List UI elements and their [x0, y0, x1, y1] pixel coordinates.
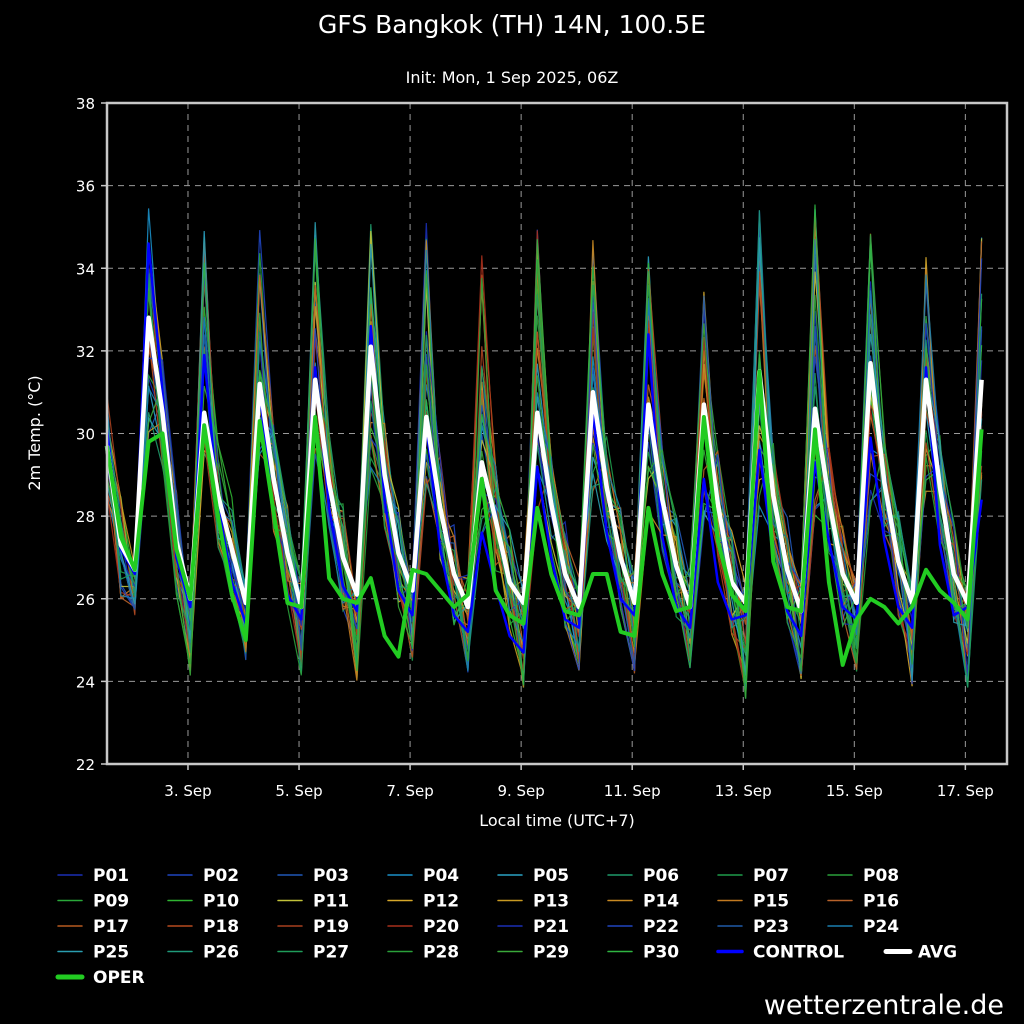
legend-label: P14 [643, 892, 679, 912]
legend-label: P06 [643, 866, 679, 886]
x-tick-label: 7. Sep [386, 782, 433, 800]
brand-watermark: wetterzentrale.de [764, 990, 1004, 1021]
legend: P01 P02 P03 P04 P05 P06 P07 P08 P09 P10 P11 P12 P13 P… [55, 866, 957, 988]
legend-label: CONTROL [753, 943, 844, 963]
main-series [104, 242, 984, 667]
legend-label: P27 [313, 943, 349, 963]
legend-label: P07 [753, 866, 789, 886]
y-tick-label: 26 [76, 591, 95, 609]
legend-label: P26 [203, 943, 239, 963]
legend-label: P19 [313, 917, 349, 937]
legend-label: P23 [753, 917, 789, 937]
y-axis-label: 2m Temp. (°C) [25, 375, 44, 490]
legend-label: AVG [918, 943, 957, 963]
legend-label: P22 [643, 917, 679, 937]
legend-label: P03 [313, 866, 349, 886]
legend-label: P08 [863, 866, 899, 886]
legend-label: P18 [203, 917, 239, 937]
y-tick-label: 36 [76, 178, 95, 196]
legend-label: P24 [863, 917, 899, 937]
plot-frame [105, 101, 1009, 766]
x-tick-label: 15. Sep [826, 782, 883, 800]
legend-label: P21 [533, 917, 569, 937]
legend-label: P30 [643, 943, 679, 963]
legend-label: P17 [93, 917, 129, 937]
legend-label: P11 [313, 892, 349, 912]
legend-label: P02 [203, 866, 239, 886]
x-tick-label: 5. Sep [275, 782, 322, 800]
x-tick-label: 13. Sep [715, 782, 772, 800]
y-tick-label: 28 [76, 508, 95, 526]
series-line-avg [104, 315, 984, 614]
legend-label: P13 [533, 892, 569, 912]
x-axis-ticks: 3. Sep 5. Sep 7. Sep 9. Sep 11. Sep 13. Sep 15… [164, 764, 994, 800]
legend-label: P25 [93, 943, 129, 963]
chart-subtitle: Init: Mon, 1 Sep 2025, 06Z [406, 68, 619, 87]
x-tick-label: 3. Sep [164, 782, 211, 800]
legend-label: P05 [533, 866, 569, 886]
legend-label: P29 [533, 943, 569, 963]
legend-label: P04 [423, 866, 459, 886]
series-line-p17 [106, 233, 983, 686]
series-line-oper [105, 369, 984, 667]
chart-title: GFS Bangkok (TH) 14N, 100.5E [318, 10, 706, 39]
legend-label: P10 [203, 892, 239, 912]
x-tick-label: 11. Sep [604, 782, 661, 800]
x-axis-label: Local time (UTC+7) [479, 811, 635, 830]
legend-label: P28 [423, 943, 459, 963]
legend-label: P09 [93, 892, 129, 912]
y-tick-label: 22 [76, 756, 95, 774]
x-tick-label: 9. Sep [497, 782, 544, 800]
legend-label: P20 [423, 917, 459, 937]
legend-label: P15 [753, 892, 789, 912]
legend-label: OPER [93, 968, 145, 988]
y-tick-label: 34 [76, 260, 95, 278]
x-tick-label: 17. Sep [937, 782, 994, 800]
legend-label: P16 [863, 892, 899, 912]
y-tick-label: 24 [76, 673, 95, 691]
y-axis-ticks: 22 24 26 28 30 32 34 36 38 [76, 95, 107, 774]
y-tick-label: 32 [76, 343, 95, 361]
legend-label: P01 [93, 866, 129, 886]
y-tick-label: 38 [76, 95, 95, 113]
legend-label: P12 [423, 892, 459, 912]
y-tick-label: 30 [76, 426, 95, 444]
